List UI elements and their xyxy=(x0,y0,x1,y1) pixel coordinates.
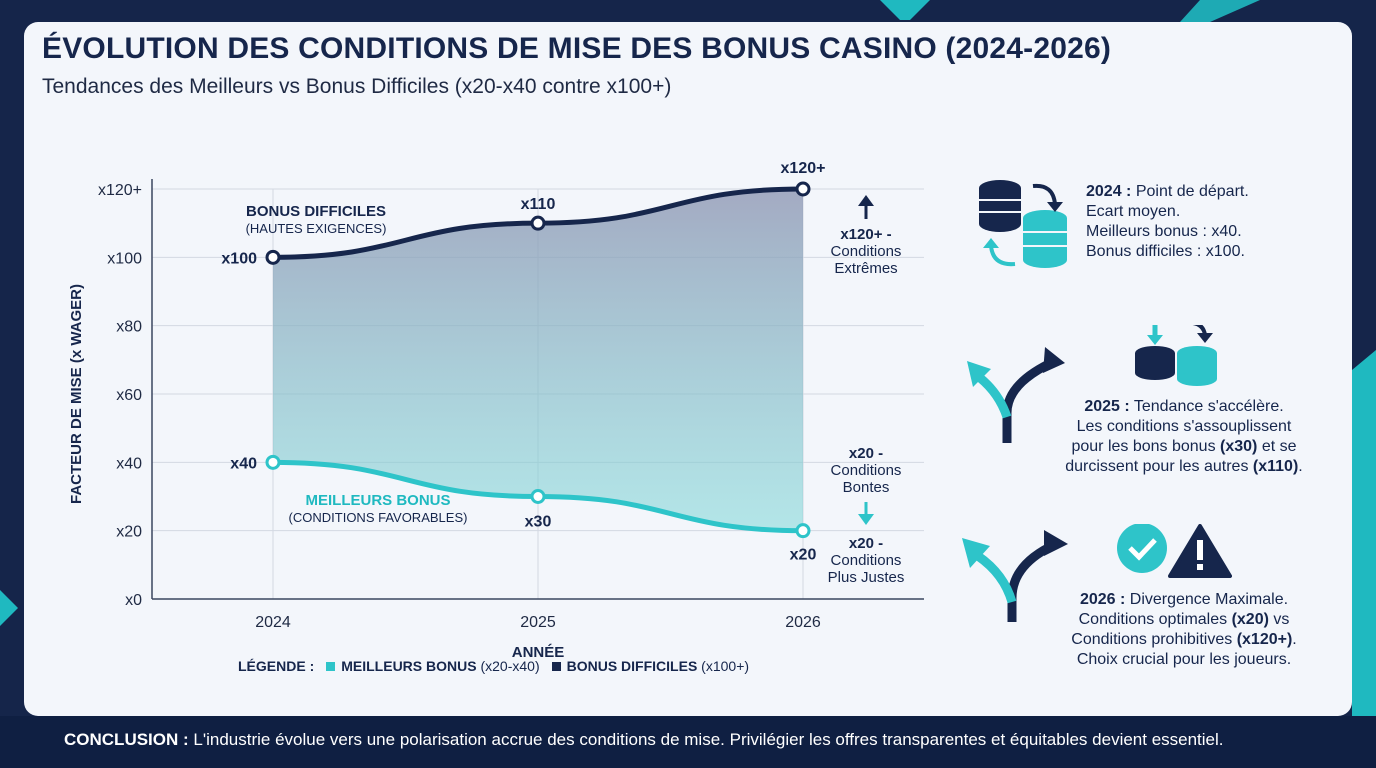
annotation-bot-line-2: Plus Justes xyxy=(828,569,905,586)
conclusion-label: CONCLUSION : xyxy=(64,730,189,749)
legend-swatch-meilleurs xyxy=(326,661,336,671)
panel-2026-line-4: Choix crucial pour les joueurs. xyxy=(1076,651,1292,668)
panel-2026: 2026 : Divergence Maximale. Conditions o… xyxy=(1050,590,1318,670)
panel-2026-value-x20: (x20) xyxy=(1231,611,1269,628)
page-title: ÉVOLUTION DES CONDITIONS DE MISE DES BON… xyxy=(42,32,1112,65)
panel-2024-year: 2024 : xyxy=(1086,183,1132,200)
x-tick-label-2025: 2025 xyxy=(520,614,556,631)
x-tick-label-2024: 2024 xyxy=(255,614,291,631)
diverging-arrows-icon xyxy=(967,325,1217,443)
panel-2025-line-1: Tendance s'accélère. xyxy=(1133,398,1284,415)
legend-range-meilleurs: (x20-x40) xyxy=(480,658,540,674)
coins-exchange-icon xyxy=(979,180,1067,268)
point-meilleurs-2026 xyxy=(795,523,811,539)
label-difficiles-2026: x120+ xyxy=(781,160,826,177)
label-meilleurs-2026: x20 xyxy=(790,547,817,564)
arrow-up-icon xyxy=(858,195,874,206)
panel-2026-line-3c: . xyxy=(1292,631,1297,648)
page-subtitle: Tendances des Meilleurs vs Bonus Diffici… xyxy=(42,75,672,98)
point-meilleurs-2024 xyxy=(265,454,281,470)
warning-icon xyxy=(1168,524,1232,578)
legend-label-difficiles: BONUS DIFFICILES xyxy=(566,658,698,674)
point-meilleurs-2025 xyxy=(530,489,546,504)
legend-swatch-difficiles xyxy=(551,661,561,671)
annotation-mid-bold: x20 - xyxy=(849,445,883,462)
panel-2024-line-2: Ecart moyen. xyxy=(1086,203,1181,220)
annotation-mid-line-2: Bontes xyxy=(843,479,890,496)
gap-area xyxy=(273,189,803,531)
panel-2024: 2024 : Point de départ. Ecart moyen. Mei… xyxy=(1086,182,1249,262)
panel-2025-line-2: Les conditions s'assouplissent xyxy=(1076,418,1292,435)
point-difficiles-2025 xyxy=(530,215,546,231)
conclusion-bar: CONCLUSION : L'industrie évolue vers une… xyxy=(0,716,1376,768)
panel-2025-value-x110: (x110) xyxy=(1252,458,1299,475)
panel-2026-year: 2026 : xyxy=(1079,591,1126,608)
y-tick-label-60: x60 xyxy=(116,387,142,404)
y-tick-label-120: x120+ xyxy=(98,182,142,199)
arrow-down-icon xyxy=(858,514,874,525)
panel-2026-line-2c: vs xyxy=(1268,611,1290,628)
y-tick-label-100: x100 xyxy=(107,250,142,267)
y-tick-label-20: x20 xyxy=(116,524,142,541)
panel-2024-line-4: Bonus difficiles : x100. xyxy=(1086,243,1245,260)
panel-2024-line-3: Meilleurs bonus : x40. xyxy=(1086,223,1242,240)
series-name-difficiles: BONUS DIFFICILES xyxy=(246,203,386,220)
label-difficiles-2024: x100 xyxy=(221,250,257,267)
panel-2024-line-1: Point de départ. xyxy=(1135,183,1249,200)
point-difficiles-2024 xyxy=(265,249,281,265)
annotation-mid-line-1: Conditions xyxy=(831,462,902,479)
y-tick-label-40: x40 xyxy=(116,455,142,472)
split-arrows-icon xyxy=(962,524,1167,622)
panel-2025-line-4c: . xyxy=(1298,458,1303,475)
y-tick-label-0: x0 xyxy=(125,592,142,609)
panel-2026-line-1: Divergence Maximale. xyxy=(1129,591,1289,608)
x-tick-label-2026: 2026 xyxy=(785,614,821,631)
annotation-bot-bold: x20 - xyxy=(849,535,883,552)
legend-range-difficiles: (x100+) xyxy=(701,658,750,674)
legend-title: LÉGENDE : xyxy=(238,658,315,674)
chart-legend: LÉGENDE : MEILLEURS BONUS (x20-x40) BONU… xyxy=(238,658,749,674)
series-sub-difficiles: (HAUTES EXIGENCES) xyxy=(246,221,387,236)
panel-2026-line-2a: Conditions optimales xyxy=(1078,611,1232,628)
y-tick-label-80: x80 xyxy=(116,319,142,336)
label-meilleurs-2024: x40 xyxy=(230,455,257,472)
panel-2025-line-3c: et se xyxy=(1257,438,1297,455)
point-difficiles-2026 xyxy=(795,181,811,197)
panel-2026-value-x120: (x120+) xyxy=(1236,631,1293,648)
series-sub-meilleurs: (CONDITIONS FAVORABLES) xyxy=(289,510,468,525)
annotation-top-line-1: Conditions xyxy=(831,243,902,260)
panel-2025: 2025 : Tendance s'accélère. Les conditio… xyxy=(1050,397,1318,477)
y-axis-title: FACTEUR DE MISE (x WAGER) xyxy=(68,284,85,504)
label-meilleurs-2025: x30 xyxy=(525,514,552,531)
panel-2025-year: 2025 : xyxy=(1084,398,1130,415)
panel-2025-line-4a: durcissent pour les autres xyxy=(1065,458,1253,475)
label-difficiles-2025: x110 xyxy=(521,196,556,213)
x-axis-title: ANNÉE xyxy=(512,644,565,661)
annotation-top-bold: x120+ - xyxy=(840,226,891,243)
panel-2025-line-3a: pour les bons bonus xyxy=(1071,438,1221,455)
annotation-bot-line-1: Conditions xyxy=(831,552,902,569)
series-name-meilleurs: MEILLEURS BONUS xyxy=(305,492,450,509)
legend-label-meilleurs: MEILLEURS BONUS xyxy=(341,658,477,674)
annotation-top-line-2: Extrêmes xyxy=(834,260,897,277)
conclusion-text: L'industrie évolue vers une polarisation… xyxy=(188,730,1224,749)
panel-2025-value-x30: (x30) xyxy=(1220,438,1258,455)
panel-2026-line-3a: Conditions prohibitives xyxy=(1071,631,1237,648)
